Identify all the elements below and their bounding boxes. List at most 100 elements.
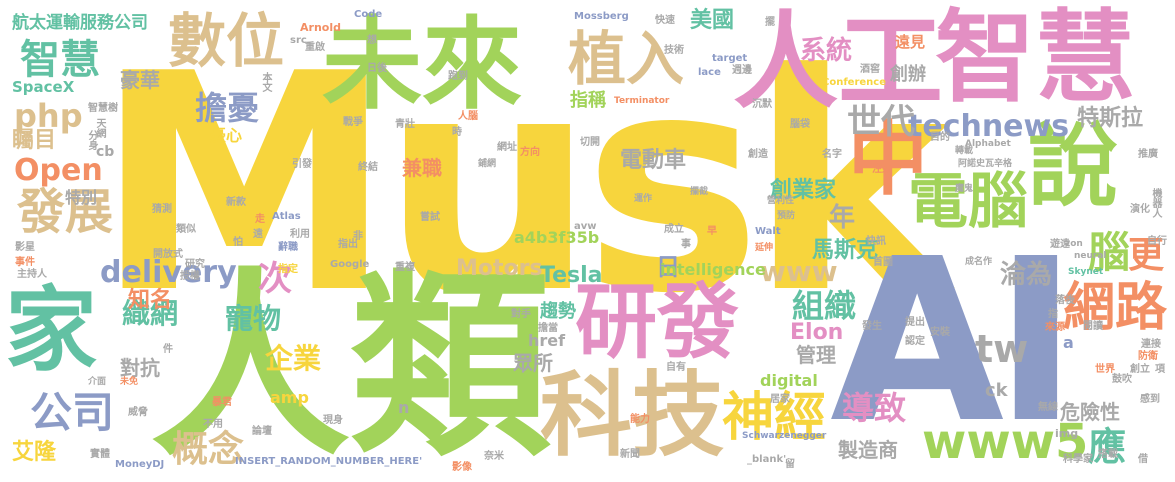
word-tesila: 特斯拉 (1077, 106, 1144, 131)
word-fazhan: 發展 (17, 184, 114, 240)
word-small28: 暴君 (212, 397, 232, 408)
word-small49: 名字 (822, 149, 842, 160)
word-small48: 提出 (905, 317, 925, 328)
word-haohua: 豪華 (120, 68, 160, 92)
word-small34: 安裝 (930, 327, 950, 338)
word-small95: 件 (163, 344, 173, 355)
word-ck: ck (985, 380, 1008, 401)
word-small42: 推廣 (1138, 149, 1158, 160)
word-small87: 落後 (1055, 295, 1075, 306)
word-small45: 首圖 (873, 257, 893, 268)
word-small67: 目的 (930, 132, 950, 143)
word-small94: 留 (785, 459, 795, 470)
word-weixianxing: 危險性 (1060, 400, 1120, 424)
word-small41: 演化 (1130, 204, 1150, 215)
word-img: img (1055, 427, 1079, 440)
word-youxin: 憂心 (210, 126, 243, 145)
word-dandong: 擔憂 (195, 89, 260, 127)
word-qiye: 企業 (265, 342, 322, 375)
word-small18: 成立 (664, 224, 684, 235)
word-zhumu: 矚目 (12, 128, 57, 153)
word-diandongche: 電動車 (620, 148, 687, 173)
word-small59: 時 (452, 127, 462, 138)
word-skynet: Skynet (1068, 267, 1104, 277)
word-motors: Motors (456, 256, 543, 281)
word-www5: www5 (922, 414, 1089, 470)
word-small93: 項 (1155, 364, 1165, 375)
word-php: php (14, 97, 83, 135)
word-small22: 居家 (770, 394, 790, 405)
word-nao: 腦 (1088, 228, 1131, 277)
word-tesla: Tesla (540, 263, 603, 288)
word-small71: 營利性 (767, 196, 795, 206)
word-ci: 次 (258, 259, 292, 299)
word-small47: 來源 (1045, 322, 1065, 333)
word-small16: 重複 (395, 262, 415, 273)
word-small50: 注好 (872, 164, 892, 175)
word-musk: Musk (95, 10, 949, 359)
word-jianzhi: 兼職 (402, 156, 442, 180)
word-small2: 智慧樹 (88, 103, 118, 114)
word-hangtai: 航太運輸服務公司 (12, 13, 148, 33)
word-zhiwang: 織網 (122, 297, 179, 330)
word-shidai: 世代 (847, 102, 915, 142)
word-small11: 引發 (292, 159, 312, 170)
word-small39: 防衛 (1138, 351, 1158, 362)
word-cb: cb (96, 144, 115, 160)
word-delivery: delivery (100, 255, 237, 290)
word-avw: avw (574, 221, 597, 232)
word-small79: 遠 (253, 229, 263, 240)
word-lunwei: 淪為 (1000, 260, 1053, 290)
word-small78: 非 (353, 231, 363, 242)
word-atlas: Atlas (272, 211, 301, 222)
word-small68: 轉載 (955, 146, 974, 156)
word-blank: _blank' (747, 454, 787, 465)
word-href: href (528, 331, 566, 350)
word-meiguo: 美國 (690, 8, 735, 33)
word-small58: 戰爭 (343, 117, 363, 128)
word-open: Open (14, 153, 103, 188)
word-terminator: Terminator (614, 96, 670, 106)
word-schwarzenegger: Schwarzenegger (742, 431, 827, 441)
word-code: Code (354, 9, 383, 20)
word-small64: 快速 (655, 15, 675, 26)
word-ying: 應 (1088, 425, 1127, 469)
word-zhicheng: 指稱 (570, 90, 606, 111)
word-zhongsuo: 眾所 (513, 351, 553, 375)
word-small97: 類似 (176, 224, 196, 235)
word-small53: 沉默 (752, 99, 772, 110)
word-amp: amp (270, 388, 309, 407)
word-kexuejia: 科學家 (1063, 454, 1093, 465)
word-tebie: 特別 (65, 188, 98, 207)
word-small1: 本文 (260, 72, 271, 92)
word-small44: 快訊 (866, 236, 886, 247)
word-small5: 影星 (15, 242, 35, 253)
word-small17: 對手 (511, 309, 531, 320)
word-small37: 世界 (1095, 364, 1115, 375)
word-small38: 鼓吹 (1112, 374, 1132, 385)
word-zhiming: 知名 (128, 288, 173, 313)
word-small90: 實體 (90, 449, 110, 460)
word-small35: 認定 (905, 336, 925, 347)
word-small61: 日後 (367, 63, 387, 74)
word-google: Google (330, 259, 370, 270)
word-small13: 終結 (358, 162, 378, 173)
word-wangluo: 網路 (1063, 278, 1168, 338)
word-gongsi: 公司 (30, 388, 115, 437)
word-small74: 運作 (634, 194, 653, 204)
word-small81: 介面 (88, 377, 107, 387)
word-small56: 方向 (520, 147, 540, 158)
word-chuangyejia: 創業家 (770, 178, 837, 203)
word-small92: 借 (1138, 454, 1148, 465)
word-small85: 網址 (497, 142, 517, 153)
word-chongwu: 寵物 (225, 302, 282, 335)
word-small7: 猜測 (152, 204, 172, 215)
word-small25: 奈米 (484, 451, 504, 462)
word-zhuchiren: 主持人 (17, 269, 47, 280)
word-small91: 搭載 (1098, 449, 1118, 460)
word-zuzhi: 組織 (792, 287, 857, 325)
word-small75: 辭職 (278, 242, 298, 253)
word-yanfa: 研發 (575, 275, 740, 370)
word-small100: 擺 (765, 17, 775, 28)
